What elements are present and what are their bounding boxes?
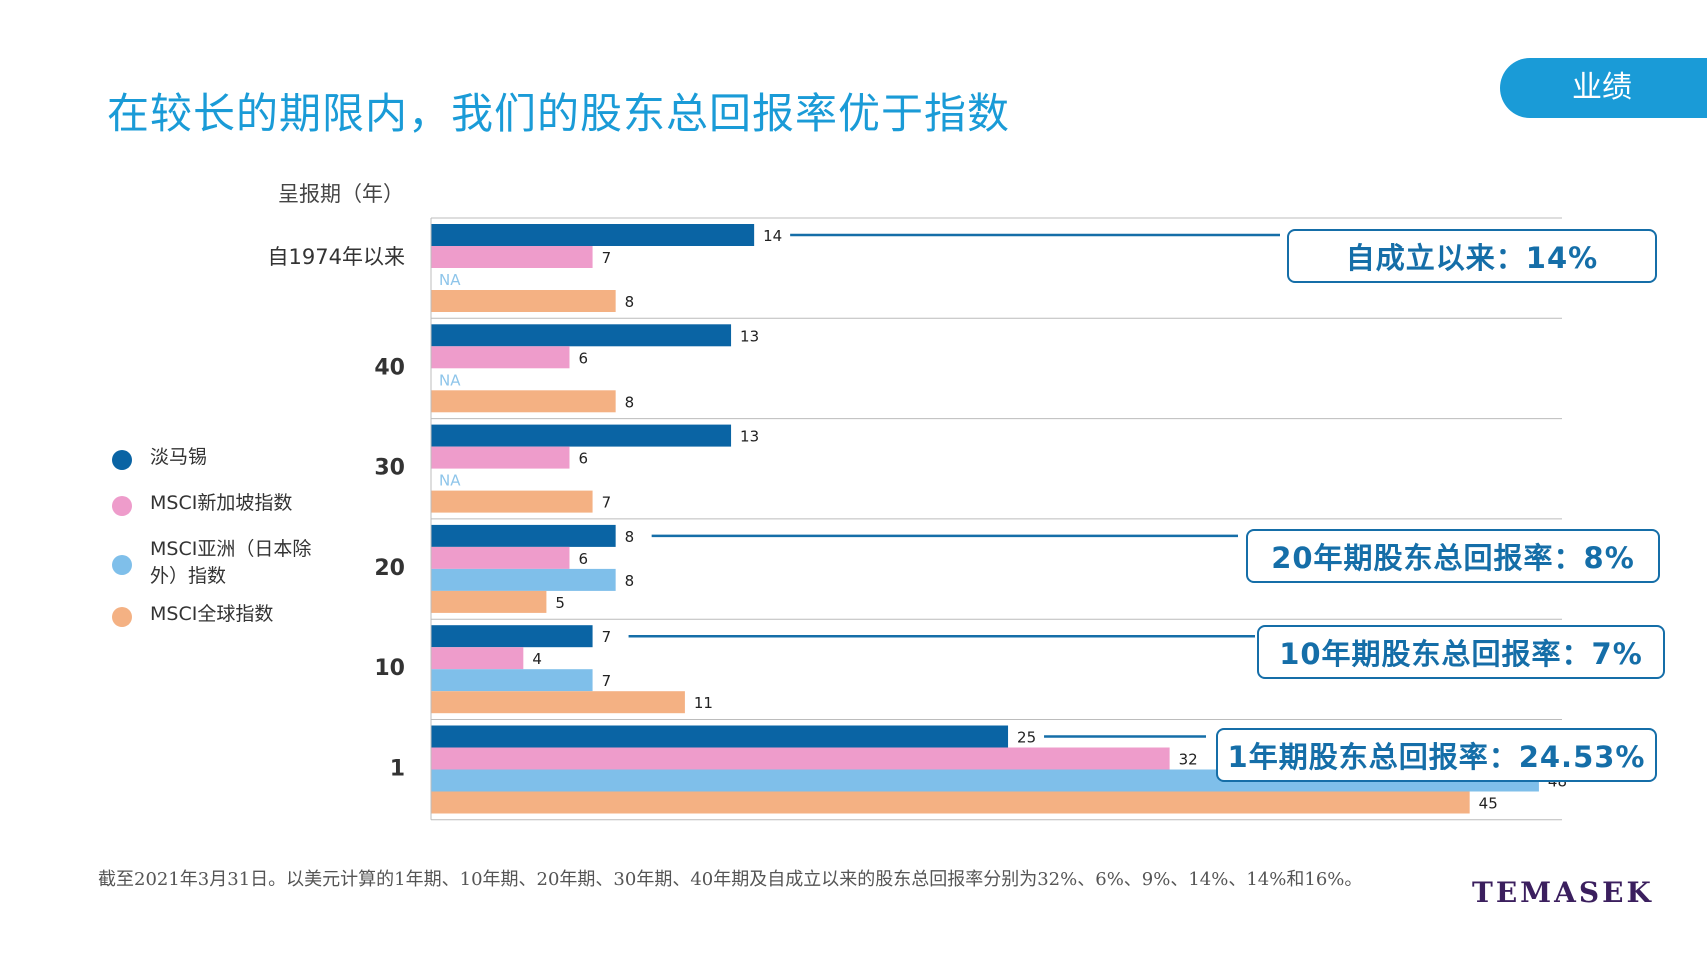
bar (431, 546, 570, 569)
bar (431, 625, 593, 648)
data-label: 6 (578, 450, 588, 468)
data-label: 6 (578, 349, 588, 367)
legend-label-msci-singapore: MSCI新加坡指数 (150, 492, 293, 514)
temasek-logo: TEMASEK (1472, 876, 1654, 909)
bar (431, 246, 593, 268)
data-label: 6 (578, 550, 588, 568)
bar (431, 590, 547, 613)
bar (431, 669, 593, 692)
bar (431, 446, 570, 469)
data-label: 8 (625, 393, 635, 411)
page-title: 在较长的期限内，我们的股东总回报率优于指数 (107, 89, 1011, 138)
callout-20-year: 20年期股东总回报率：8% (1246, 529, 1660, 583)
category-tick-label: 40 (374, 355, 405, 380)
data-label: 8 (625, 293, 635, 311)
data-label: 7 (602, 494, 612, 512)
bar (431, 424, 732, 447)
y-axis-title: 呈报期（年） (278, 182, 404, 206)
bar (431, 290, 616, 312)
category-tick-label: 30 (374, 456, 405, 481)
category-tick-label: 20 (374, 556, 405, 581)
data-label: 8 (625, 572, 635, 590)
data-label: 7 (602, 628, 612, 646)
data-label: 14 (763, 227, 782, 245)
data-label: 8 (625, 528, 635, 546)
legend-dot-msci-asia (112, 555, 132, 575)
data-label: 7 (602, 672, 612, 690)
data-label: 5 (555, 594, 565, 612)
bar (431, 691, 685, 714)
legend-label-temasek: 淡马锡 (150, 446, 208, 468)
data-label: 11 (694, 694, 713, 712)
legend-item-msci-world: MSCI全球指数 (112, 601, 273, 628)
bar (431, 346, 570, 369)
data-label: 45 (1479, 795, 1498, 813)
legend-item-temasek: 淡马锡 (112, 444, 207, 471)
data-label: 4 (532, 650, 542, 668)
section-tab: 业绩 (1500, 58, 1707, 118)
na-label: NA (439, 472, 461, 490)
data-label: 32 (1179, 751, 1198, 769)
data-label: 13 (740, 327, 759, 345)
bar (431, 725, 1009, 748)
legend-dot-temasek (112, 450, 132, 470)
data-label: 7 (602, 249, 612, 267)
na-label: NA (439, 271, 461, 289)
bar (431, 747, 1170, 770)
na-label: NA (439, 371, 461, 389)
bar (431, 524, 616, 547)
callout-1-year: 1年期股东总回报率：24.53% (1216, 728, 1657, 782)
data-label: 13 (740, 428, 759, 446)
legend-item-msci-singapore: MSCI新加坡指数 (112, 490, 292, 517)
bar (431, 568, 616, 591)
bar (431, 324, 732, 347)
legend-dot-msci-world (112, 607, 132, 627)
bar (431, 490, 593, 513)
category-tick-label: 1 (390, 757, 405, 782)
legend-item-msci-asia: MSCI亚洲（日本除外）指数 (112, 536, 315, 590)
bar (431, 647, 524, 670)
data-label: 25 (1017, 729, 1036, 747)
footnote: 截至2021年3月31日。以美元计算的1年期、10年期、20年期、30年期、40… (98, 869, 1363, 890)
category-tick-label: 自1974年以来 (268, 245, 405, 269)
legend-dot-msci-singapore (112, 496, 132, 516)
category-tick-label: 10 (374, 656, 405, 681)
bar (431, 390, 616, 413)
callout-10-year: 10年期股东总回报率：7% (1257, 625, 1665, 679)
callout-since-inception: 自成立以来：14% (1287, 229, 1657, 283)
bar (431, 224, 755, 246)
bar (431, 791, 1470, 814)
legend-label-msci-asia: MSCI亚洲（日本除外）指数 (150, 538, 312, 587)
legend-label-msci-world: MSCI全球指数 (150, 603, 274, 625)
